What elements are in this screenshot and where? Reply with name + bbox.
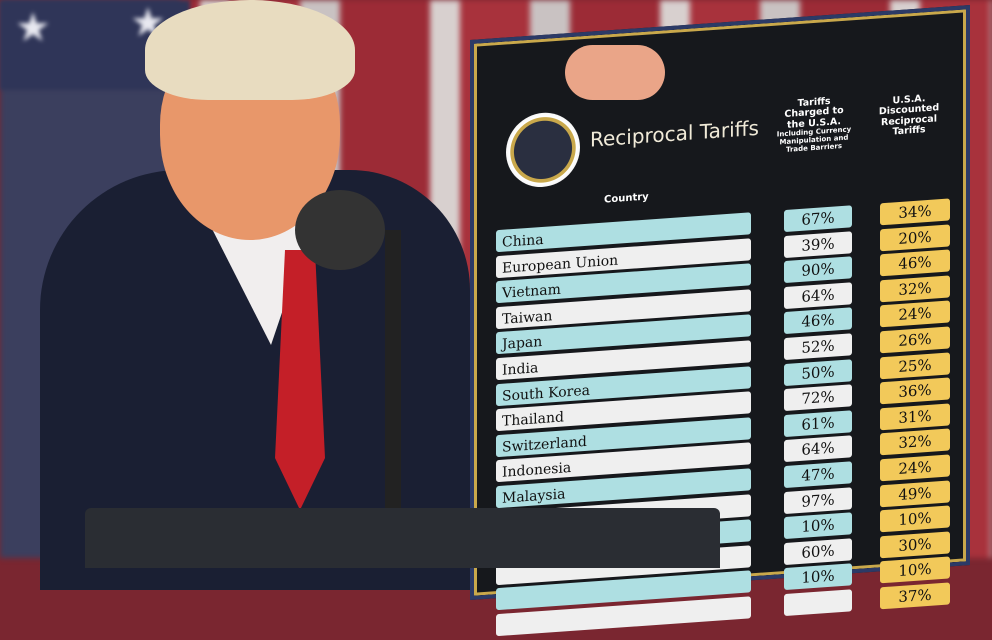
discounted-value: 49%	[880, 479, 950, 507]
discounted-value: 31%	[880, 403, 950, 431]
discounted-value: 32%	[880, 428, 950, 456]
red-tie	[275, 250, 325, 510]
discounted-value: 10%	[880, 556, 950, 584]
discounted-value: 26%	[880, 326, 950, 354]
discounted-value: 25%	[880, 351, 950, 379]
discounted-value: 24%	[880, 300, 950, 328]
charged-value: 47%	[784, 461, 852, 488]
board-title: Reciprocal Tariffs	[590, 115, 759, 152]
tariff-table: China 67% 34% European Union 39% 20% Vietn…	[496, 195, 966, 637]
speaker-hair	[145, 0, 355, 100]
discounted-value: 20%	[880, 224, 950, 251]
charged-value: 67%	[784, 205, 852, 233]
microphone	[295, 190, 385, 270]
charged-value: 72%	[784, 384, 852, 412]
podium	[85, 508, 720, 568]
charged-value: 50%	[784, 358, 852, 386]
discounted-value: 46%	[880, 249, 950, 277]
discounted-value: 34%	[880, 198, 950, 226]
charged-value: 39%	[784, 230, 852, 258]
charged-value: 60%	[784, 538, 852, 565]
charged-value: 10%	[784, 563, 852, 591]
charged-value: 10%	[784, 512, 852, 540]
charged-value: 64%	[784, 435, 852, 463]
charged-header-note: Including Currency Manipulation and Trad…	[776, 125, 852, 154]
charged-value: 97%	[784, 486, 852, 514]
charged-header-text: Tariffs Charged to the U.S.A.	[784, 95, 844, 131]
hand	[565, 45, 665, 100]
charged-value: 61%	[784, 410, 852, 437]
charged-value: 64%	[784, 282, 852, 309]
discounted-value: 37%	[880, 582, 950, 610]
discounted-value: 32%	[880, 275, 950, 303]
discounted-value: 36%	[880, 377, 950, 405]
charged-value: 46%	[784, 307, 852, 335]
charged-value	[784, 589, 852, 616]
charged-header: Tariffs Charged to the U.S.A. Including …	[774, 95, 854, 155]
microphone-stand	[385, 230, 401, 510]
discounted-header: U.S.A. Discounted Reciprocal Tariffs	[878, 93, 940, 138]
presidential-seal-icon	[506, 110, 580, 190]
charged-value: 52%	[784, 333, 852, 361]
discounted-value: 24%	[880, 454, 950, 482]
discounted-value: 10%	[880, 505, 950, 533]
discounted-value: 30%	[880, 531, 950, 559]
charged-value: 90%	[784, 256, 852, 284]
country-header: Country	[604, 191, 649, 206]
